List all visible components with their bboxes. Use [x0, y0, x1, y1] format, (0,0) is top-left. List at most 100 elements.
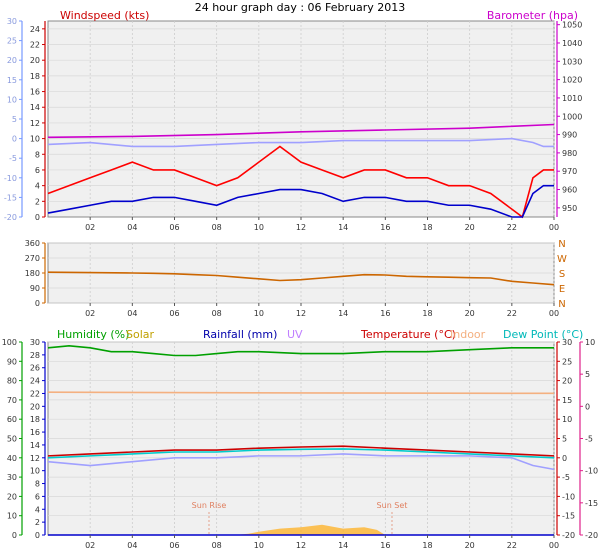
- x-tick-label: 08: [212, 223, 222, 232]
- x-tick-label: 16: [380, 309, 390, 318]
- wind-outer-axis-tick-label: 15: [7, 76, 17, 85]
- series-line: [47, 123, 555, 139]
- wind-inner-axis-tick-label: 10: [30, 135, 40, 144]
- barometer-axis-tick-label: 1040: [562, 39, 582, 48]
- x-tick-label: 20: [465, 223, 475, 232]
- temperature-axis-tick-label: -10: [562, 492, 575, 501]
- x-tick-label: 10: [254, 309, 264, 318]
- x-tick-label: 06: [169, 309, 179, 318]
- barometer-axis-tick-label: 1020: [562, 76, 582, 85]
- temperature-inner-axis-tick-label: 10: [585, 338, 595, 347]
- barometer-axis-tick-label: 950: [562, 204, 577, 213]
- x-tick-label: 22: [507, 223, 517, 232]
- series-line: [47, 184, 554, 218]
- wind-outer-axis-tick-label: 10: [7, 95, 17, 104]
- panel-temperature-humidity: 02 04 06 08 10 12 14 16 18 20 22 000102030405060708…: [2, 328, 598, 550]
- wind-outer-axis-tick-label: -5: [9, 154, 17, 163]
- temperature-inner-axis-tick-label: 5: [585, 370, 590, 379]
- temperature-axis-tick-label: 0: [562, 454, 567, 463]
- x-tick-label: 20: [465, 309, 475, 318]
- rainfall-axis-tick-label: 26: [30, 364, 40, 373]
- x-tick-label: 10: [254, 223, 264, 232]
- rainfall-axis-tick-label: 12: [30, 454, 40, 463]
- sun-rise-label: Sun Rise: [192, 501, 227, 510]
- series-line: [47, 453, 555, 471]
- humidity-axis-tick-label: 20: [7, 492, 17, 501]
- legend-uv: UV: [287, 328, 303, 341]
- wind-inner-axis-tick-label: 20: [30, 56, 40, 65]
- barometer-axis-title: Barometer (hpa): [487, 9, 578, 22]
- series-line: [47, 137, 554, 148]
- x-tick-label: 02: [85, 309, 95, 318]
- wind-inner-axis-tick-label: 22: [30, 41, 40, 50]
- temperature-axis-tick-label: 5: [562, 435, 567, 444]
- direction-axis-tick-label: 270: [25, 254, 40, 263]
- series-line: [47, 271, 555, 286]
- x-tick-label: 12: [296, 541, 306, 550]
- x-tick-label: 16: [380, 541, 390, 550]
- compass-label: E: [559, 284, 565, 295]
- rainfall-axis-tick-label: 30: [30, 338, 40, 347]
- humidity-axis-tick-label: 90: [7, 357, 17, 366]
- direction-axis-tick-label: 360: [25, 239, 40, 248]
- rainfall-axis-tick-label: 0: [35, 531, 40, 540]
- temperature-inner-axis-tick-label: 0: [585, 402, 590, 411]
- x-tick-label: 12: [296, 309, 306, 318]
- wind-outer-axis-tick-label: 30: [7, 17, 17, 26]
- compass-label: S: [559, 269, 565, 280]
- humidity-axis-tick-label: 10: [7, 512, 17, 521]
- wind-outer-axis-tick-label: -20: [4, 213, 17, 222]
- wind-inner-axis-tick-label: 24: [30, 25, 40, 34]
- chart-title: 24 hour graph day : 06 February 2013: [195, 1, 406, 14]
- series-line: [47, 448, 555, 459]
- humidity-axis-tick-label: 30: [7, 473, 17, 482]
- compass-label: W: [557, 254, 567, 265]
- temperature-inner-axis-tick-label: -5: [585, 435, 593, 444]
- x-tick-label: 02: [85, 541, 95, 550]
- temperature-axis-tick-label: 10: [562, 415, 572, 424]
- legend-indoor: Indoor: [450, 328, 486, 341]
- humidity-axis-tick-label: 60: [7, 415, 17, 424]
- x-tick-label: 08: [212, 541, 222, 550]
- x-tick-label: 04: [127, 309, 137, 318]
- rainfall-axis-tick-label: 24: [30, 377, 40, 386]
- direction-axis-tick-label: 0: [35, 299, 40, 308]
- wind-inner-axis-tick-label: 18: [30, 72, 40, 81]
- barometer-axis-tick-label: 960: [562, 186, 577, 195]
- wind-inner-axis-tick-label: 0: [35, 213, 40, 222]
- x-tick-label: 14: [338, 223, 348, 232]
- x-tick-label: 14: [338, 541, 348, 550]
- rainfall-axis-tick-label: 4: [35, 505, 40, 514]
- wind-outer-axis-tick-label: 20: [7, 56, 17, 65]
- x-tick-label: 04: [127, 223, 137, 232]
- direction-axis-tick-label: 180: [25, 269, 40, 278]
- temperature-axis-tick-label: -5: [562, 473, 570, 482]
- x-tick-label: 00: [549, 223, 559, 232]
- wind-outer-axis-tick-label: 5: [12, 115, 17, 124]
- series-line: [47, 345, 554, 357]
- barometer-axis-tick-label: 1030: [562, 57, 582, 66]
- wind-inner-axis-tick-label: 8: [35, 150, 40, 159]
- x-tick-label: 22: [507, 541, 517, 550]
- legend-dew-point: Dew Point (°C): [503, 328, 583, 341]
- x-tick-label: 22: [507, 309, 517, 318]
- x-tick-label: 08: [212, 309, 222, 318]
- x-tick-label: 02: [85, 223, 95, 232]
- rainfall-axis-tick-label: 14: [30, 441, 40, 450]
- temperature-axis-tick-label: -15: [562, 512, 575, 521]
- legend-solar: Solar: [126, 328, 155, 341]
- humidity-axis-tick-label: 80: [7, 377, 17, 386]
- rainfall-axis-tick-label: 8: [35, 480, 40, 489]
- rainfall-axis-tick-label: 6: [35, 492, 40, 501]
- barometer-axis-tick-label: 970: [562, 167, 577, 176]
- x-tick-label: 12: [296, 223, 306, 232]
- x-tick-label: 06: [169, 541, 179, 550]
- series-area: [233, 524, 386, 535]
- barometer-axis-tick-label: 1010: [562, 94, 582, 103]
- wind-inner-axis-tick-label: 2: [35, 197, 40, 206]
- wind-inner-axis-tick-label: 14: [30, 103, 40, 112]
- barometer-axis-tick-label: 990: [562, 131, 577, 140]
- wind-inner-axis-tick-label: 16: [30, 88, 40, 97]
